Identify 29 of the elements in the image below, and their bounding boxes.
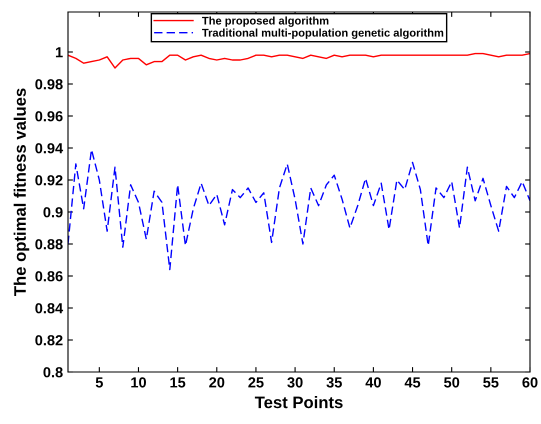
y-tick-label: 0.8 [43, 367, 63, 378]
y-tick-label: 0.86 [35, 271, 63, 282]
line-series [68, 52, 530, 69]
legend-label: Traditional multi-population genetic algorithm [202, 28, 444, 39]
x-tick-label: 45 [404, 377, 420, 388]
y-axis-title: The optimal fitness values [14, 88, 30, 296]
x-tick-label: 55 [483, 377, 499, 388]
x-tick-label: 25 [248, 377, 264, 388]
x-tick-label: 10 [131, 377, 146, 388]
y-tick-label: 0.9 [43, 207, 63, 218]
y-tick-label: 0.96 [35, 111, 63, 122]
x-tick-label: 50 [444, 377, 460, 388]
x-tick-label: 5 [96, 377, 103, 388]
y-tick-label: 0.82 [35, 335, 63, 346]
x-tick-label: 20 [209, 377, 224, 388]
y-tick-label: 0.92 [35, 175, 63, 186]
y-tick-label: 0.98 [35, 79, 63, 90]
y-tick-label: 0.88 [35, 239, 63, 250]
legend-label: The proposed algorithm [202, 16, 328, 27]
x-tick-label: 35 [326, 377, 342, 388]
x-tick-label: 15 [170, 377, 186, 388]
line-series [68, 148, 530, 270]
x-tick-label: 30 [287, 377, 303, 388]
y-tick-label: 1 [56, 47, 63, 58]
x-axis-title: Test Points [254, 396, 343, 408]
x-tick-label: 40 [366, 377, 381, 388]
y-tick-label: 0.94 [35, 143, 64, 154]
x-tick-label: 60 [522, 377, 538, 388]
y-tick-label: 0.84 [35, 303, 64, 314]
